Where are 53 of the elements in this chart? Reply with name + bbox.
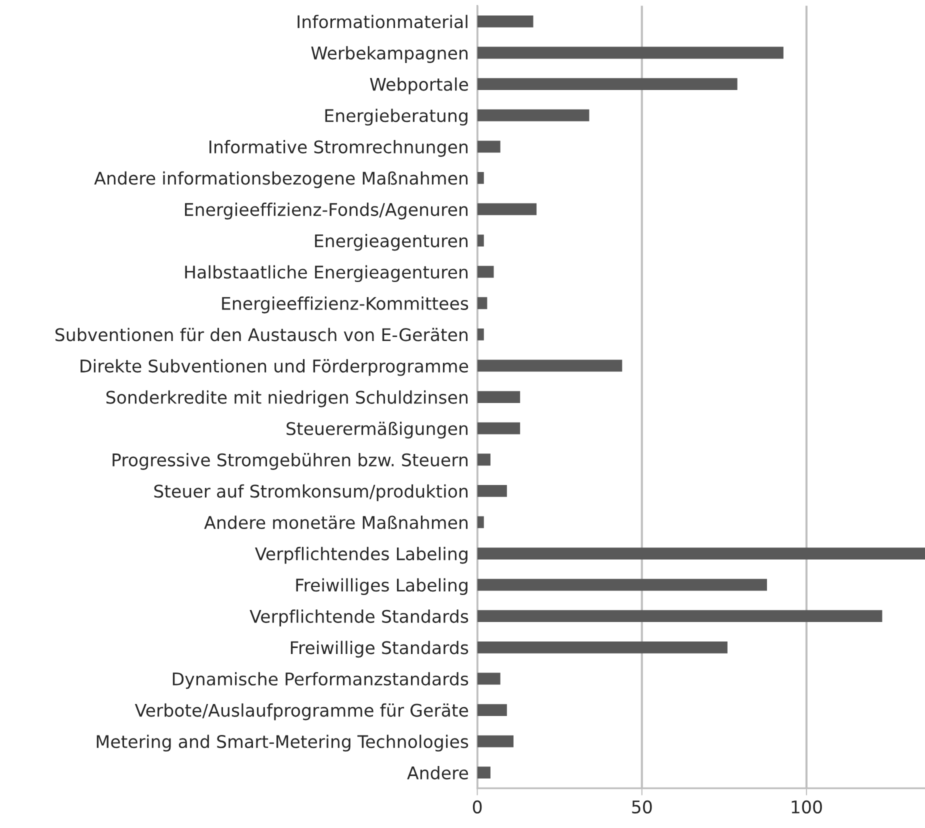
- bar: [477, 328, 484, 340]
- y-tick-label: Freiwilliges Labeling: [296, 578, 468, 596]
- bar: [477, 203, 537, 216]
- y-tick-label: Verpflichtende Standards: [250, 610, 468, 626]
- bar: [477, 704, 507, 716]
- y-tick-label: Energieeffizienz-Kommittees: [222, 296, 468, 314]
- bar: [477, 140, 500, 153]
- bar: [477, 391, 520, 403]
- bar: [477, 360, 622, 372]
- bar: [477, 766, 490, 779]
- bar: [477, 234, 484, 246]
- bar: [477, 578, 767, 591]
- y-tick-label: Steuerermäßigungen: [286, 422, 468, 439]
- y-tick-label: Andere informationsbezogene Maßnahmen: [94, 171, 468, 188]
- bar: [477, 672, 500, 685]
- bar: [477, 46, 784, 59]
- bar: [477, 109, 590, 122]
- bar: [477, 548, 925, 560]
- y-tick-label: Andere: [407, 766, 468, 780]
- y-tick-label: Subventionen für den Austausch von E-Geräten: [55, 328, 468, 342]
- y-tick-label: Verpflichtendes Labeling: [254, 546, 468, 564]
- bar: [477, 172, 484, 184]
- bar: [477, 422, 520, 434]
- y-tick-label: Metering and Smart-Metering Technologies: [96, 734, 468, 752]
- bar: [477, 297, 488, 310]
- y-tick-label: Informationmaterial: [298, 14, 468, 28]
- y-tick-label: Steuer auf Stromkonsum/produktion: [154, 484, 468, 502]
- y-tick-label: Progressive Stromgebühren bzw. Steuern: [112, 453, 468, 470]
- bar: [477, 610, 882, 622]
- y-tick-label: Verbote/Auslaufprogramme für Geräte: [134, 703, 468, 720]
- bar: [477, 484, 507, 497]
- y-tick-label: Werbekampagnen: [311, 46, 468, 63]
- y-tick-label: Webportale: [370, 77, 468, 94]
- y-tick-label: Energieberatung: [325, 108, 468, 126]
- y-tick-label: Energieeffizienz-Fonds/Agenuren: [185, 202, 468, 220]
- y-tick-label: Direkte Subventionen und Förderprogramme: [80, 359, 468, 376]
- bar: [477, 454, 490, 466]
- y-tick-label: Informative Stromrechnungen: [210, 140, 468, 157]
- bar: [477, 78, 738, 90]
- y-tick-label: Halbstaatliche Energieagenturen: [185, 265, 468, 282]
- y-tick-label: Freiwillige Standards: [290, 640, 468, 658]
- y-tick-label: Andere monetäre Maßnahmen: [204, 516, 468, 530]
- x-tick-label: 100: [792, 800, 822, 814]
- bar: [477, 735, 514, 748]
- bar: [477, 641, 728, 654]
- x-tick-label: 50: [632, 800, 652, 814]
- bar: [477, 266, 494, 278]
- y-tick-label: Energieagenturen: [315, 234, 468, 251]
- y-tick-label: Dynamische Performanzstandards: [172, 672, 468, 689]
- y-tick-label: Sonderkredite mit niedrigen Schuldzinsen: [106, 390, 468, 408]
- x-tick-label: 0: [472, 800, 482, 814]
- bar: [477, 516, 484, 528]
- bar: [477, 16, 534, 28]
